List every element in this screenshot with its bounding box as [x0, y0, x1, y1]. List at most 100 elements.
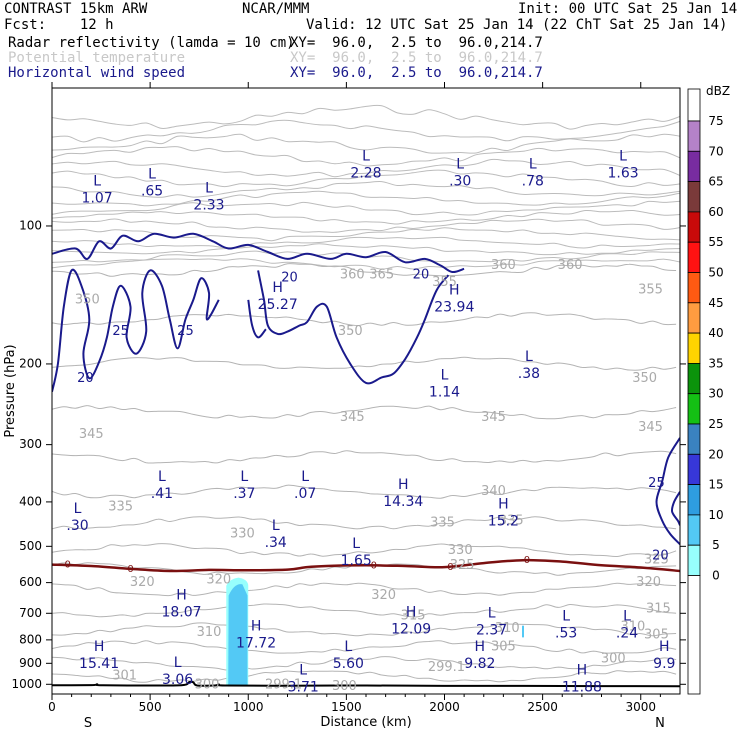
- theta-contour: [52, 263, 677, 277]
- y-tick-label: 200: [19, 356, 42, 370]
- theta-label: 320: [130, 575, 155, 590]
- theta-contour-upper: [52, 180, 680, 198]
- theta-label: 320: [636, 575, 661, 590]
- extremum-letter: L: [205, 181, 213, 197]
- colorbar-box-top: [687, 88, 701, 122]
- x-axis-title: Distance (km): [320, 715, 411, 730]
- extremum-letter: L: [240, 469, 248, 485]
- x-tick-label: 2000: [429, 700, 460, 714]
- extremum-value: 2.33: [193, 198, 224, 214]
- extremum-value: .37: [233, 486, 255, 502]
- y-axis-title: Pressure (hPa): [3, 344, 18, 437]
- extremum-value: 11.88: [562, 679, 602, 695]
- theta-label: 305: [491, 640, 516, 655]
- colorbar-box: [687, 150, 701, 183]
- extremum-value: .30: [66, 518, 88, 534]
- theta-label: 345: [481, 410, 506, 425]
- valid-time: Valid: 12 UTC Sat 25 Jan 14 (22 ChT Sat …: [306, 17, 728, 33]
- theta-label: 360: [558, 258, 583, 273]
- colorbar-level-label: 60: [708, 205, 723, 219]
- theta-label: 310: [620, 620, 645, 635]
- x-tick-label: 500: [139, 700, 162, 714]
- colorbar-box: [687, 514, 701, 546]
- extremum-value: 14.34: [383, 494, 423, 510]
- theta-contour-upper: [52, 258, 680, 270]
- extremum-value: 1.07: [82, 191, 113, 207]
- extremum-letter: L: [619, 149, 627, 165]
- field-label-theta: Potential temperature: [8, 50, 186, 66]
- x-tick-label: 2500: [527, 700, 558, 714]
- y-tick-label: 1000: [11, 677, 42, 691]
- wind-speed-label: 25: [648, 476, 665, 491]
- theta-label: 335: [108, 499, 133, 514]
- theta-label: 305: [644, 627, 669, 642]
- org-label: NCAR/MMM: [242, 1, 310, 17]
- colorbar-unit: dBZ: [706, 84, 730, 98]
- extremum-value: 23.94: [434, 300, 474, 316]
- extremum-value: 2.37: [476, 623, 507, 639]
- extremum-letter: L: [148, 166, 156, 182]
- colorbar-level-label: 40: [708, 326, 723, 340]
- model-title: CONTRAST 15km ARW: [4, 1, 148, 17]
- theta-label: 325: [644, 552, 669, 567]
- colorbar-level-label: 45: [708, 296, 723, 310]
- x-tick-label: 1500: [331, 700, 362, 714]
- theta-contour-upper: [52, 243, 680, 256]
- extremum-value: .07: [294, 486, 316, 502]
- extremum-letter: H: [475, 639, 486, 655]
- extremum-letter: H: [398, 477, 409, 493]
- colorbar-box: [687, 302, 701, 334]
- wind-speed-label: 20: [652, 549, 669, 564]
- y-tick-label: 600: [19, 575, 42, 589]
- extremum-value: 15.2: [488, 513, 519, 529]
- colorbar-level-label: 70: [708, 144, 723, 158]
- extremum-value: 1.65: [341, 553, 372, 569]
- extremum-letter: H: [449, 283, 460, 299]
- field-xy-theta: XY= 96.0, 2.5 to 96.0,214.7: [290, 50, 543, 66]
- extremum-letter: L: [74, 501, 82, 517]
- extremum-letter: L: [362, 149, 370, 165]
- theta-label: 355: [638, 283, 663, 298]
- theta-contour-upper: [52, 190, 680, 207]
- theta-contour: [52, 640, 677, 654]
- colorbar-level-label: 65: [708, 175, 723, 189]
- theta-label: 300: [332, 679, 357, 694]
- y-tick-label: 400: [19, 494, 42, 508]
- theta-contour-upper: [52, 200, 680, 216]
- forecast-hour: Fcst: 12 h: [4, 17, 114, 33]
- theta-label: 325: [450, 558, 475, 573]
- colorbar-box: [687, 362, 701, 395]
- theta-label: 310: [197, 625, 222, 640]
- extremum-letter: L: [562, 608, 570, 624]
- theta-contour: [52, 622, 677, 637]
- colorbar-level-label: 5: [712, 538, 720, 552]
- wind-speed-label: 20: [281, 271, 298, 286]
- extremum-letter: H: [94, 639, 105, 655]
- x-end-right: N: [655, 716, 665, 731]
- extremum-letter: L: [158, 469, 166, 485]
- extremum-letter: L: [623, 608, 631, 624]
- extremum-value: 17.72: [236, 636, 276, 652]
- extremum-value: 3.71: [288, 679, 319, 695]
- extremum-letter: L: [456, 157, 464, 173]
- colorbar-box: [687, 453, 701, 485]
- theta-contour-upper: [52, 158, 680, 178]
- theta-label: 345: [79, 427, 104, 442]
- extremum-letter: H: [577, 662, 588, 678]
- colorbar-box: [687, 181, 701, 213]
- extremum-value: 1.14: [429, 384, 460, 400]
- extremum-value: 3.06: [162, 672, 193, 688]
- field-xy-wind: XY= 96.0, 2.5 to 96.0,214.7: [290, 65, 543, 81]
- extremum-letter: L: [525, 349, 533, 365]
- theta-contour: [52, 543, 677, 558]
- theta-label: 299.1: [265, 677, 302, 692]
- extremum-value: .38: [518, 366, 540, 382]
- theta-contour-upper: [52, 104, 680, 130]
- extremum-letter: L: [488, 606, 496, 622]
- extremum-letter: L: [299, 662, 307, 678]
- extremum-letter: H: [659, 639, 670, 655]
- theta-contour-upper: [52, 133, 680, 154]
- freezing-level-line: [51, 558, 681, 573]
- colorbar-level-label: 30: [708, 387, 723, 401]
- y-tick-label: 500: [19, 539, 42, 553]
